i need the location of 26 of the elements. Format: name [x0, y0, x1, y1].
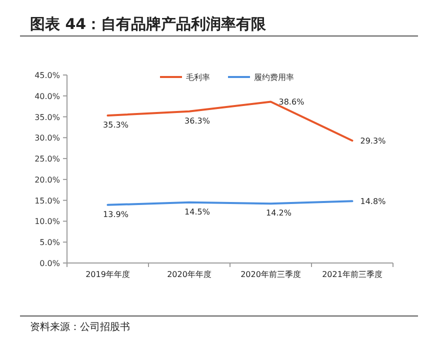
legend-label: 毛利率: [186, 73, 210, 82]
data-label: 38.6%: [278, 98, 305, 107]
x-tick-label: 2020年年度: [167, 270, 212, 279]
x-tick-label: 2019年年度: [86, 270, 130, 279]
y-tick-label: 15.0%: [34, 196, 60, 206]
data-label: 35.3%: [103, 120, 129, 130]
y-tick-label: 0.0%: [40, 259, 60, 268]
data-label: 29.3%: [360, 136, 386, 146]
y-tick-label: 20.0%: [34, 175, 60, 184]
y-tick-label: 30.0%: [34, 134, 60, 143]
legend-label: 履约费用率: [254, 73, 294, 82]
text: 资料来源：公司招股书: [30, 321, 130, 333]
y-tick-label: 5.0%: [40, 238, 60, 248]
data-label: 36.3%: [184, 116, 210, 126]
x-tick-label: 2021年前三季度: [322, 270, 382, 279]
y-tick-label: 45.0%: [34, 71, 60, 80]
x-tick-label: 2020年前三季度: [240, 270, 301, 279]
data-label: 14.8%: [360, 197, 386, 206]
y-tick-label: 35.0%: [34, 112, 60, 122]
data-label: 14.2%: [266, 208, 292, 218]
data-label: 14.5%: [184, 207, 210, 216]
y-tick-label: 40.0%: [34, 92, 60, 101]
chart-title: 图表 44：自有品牌产品利润率有限: [30, 15, 268, 33]
y-tick-label: 10.0%: [34, 217, 60, 226]
y-tick-label: 25.0%: [34, 154, 60, 164]
data-label: 13.9%: [103, 210, 129, 219]
